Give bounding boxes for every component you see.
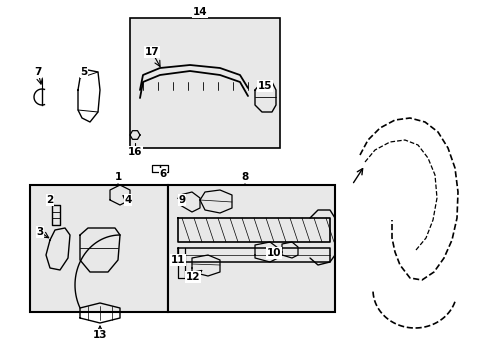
Text: 2: 2 [46, 195, 54, 205]
Text: 6: 6 [159, 169, 166, 179]
Bar [30, 185, 168, 312]
Bar [168, 185, 334, 312]
Bar [30, 185, 334, 312]
Text: 12: 12 [185, 272, 200, 282]
Bar [130, 18, 280, 148]
Text: 15: 15 [257, 81, 272, 91]
Text: 8: 8 [241, 172, 248, 182]
Text: 9: 9 [178, 195, 185, 205]
Text: 1: 1 [114, 172, 122, 182]
Text: 14: 14 [192, 7, 207, 17]
Text: 5: 5 [80, 67, 87, 77]
Text: 4: 4 [124, 195, 131, 205]
Text: 16: 16 [127, 147, 142, 157]
Text: 10: 10 [266, 248, 281, 258]
Text: 11: 11 [170, 255, 185, 265]
Text: 7: 7 [34, 67, 41, 77]
Text: 3: 3 [36, 227, 43, 237]
Text: 13: 13 [93, 330, 107, 340]
Text: 17: 17 [144, 47, 159, 57]
